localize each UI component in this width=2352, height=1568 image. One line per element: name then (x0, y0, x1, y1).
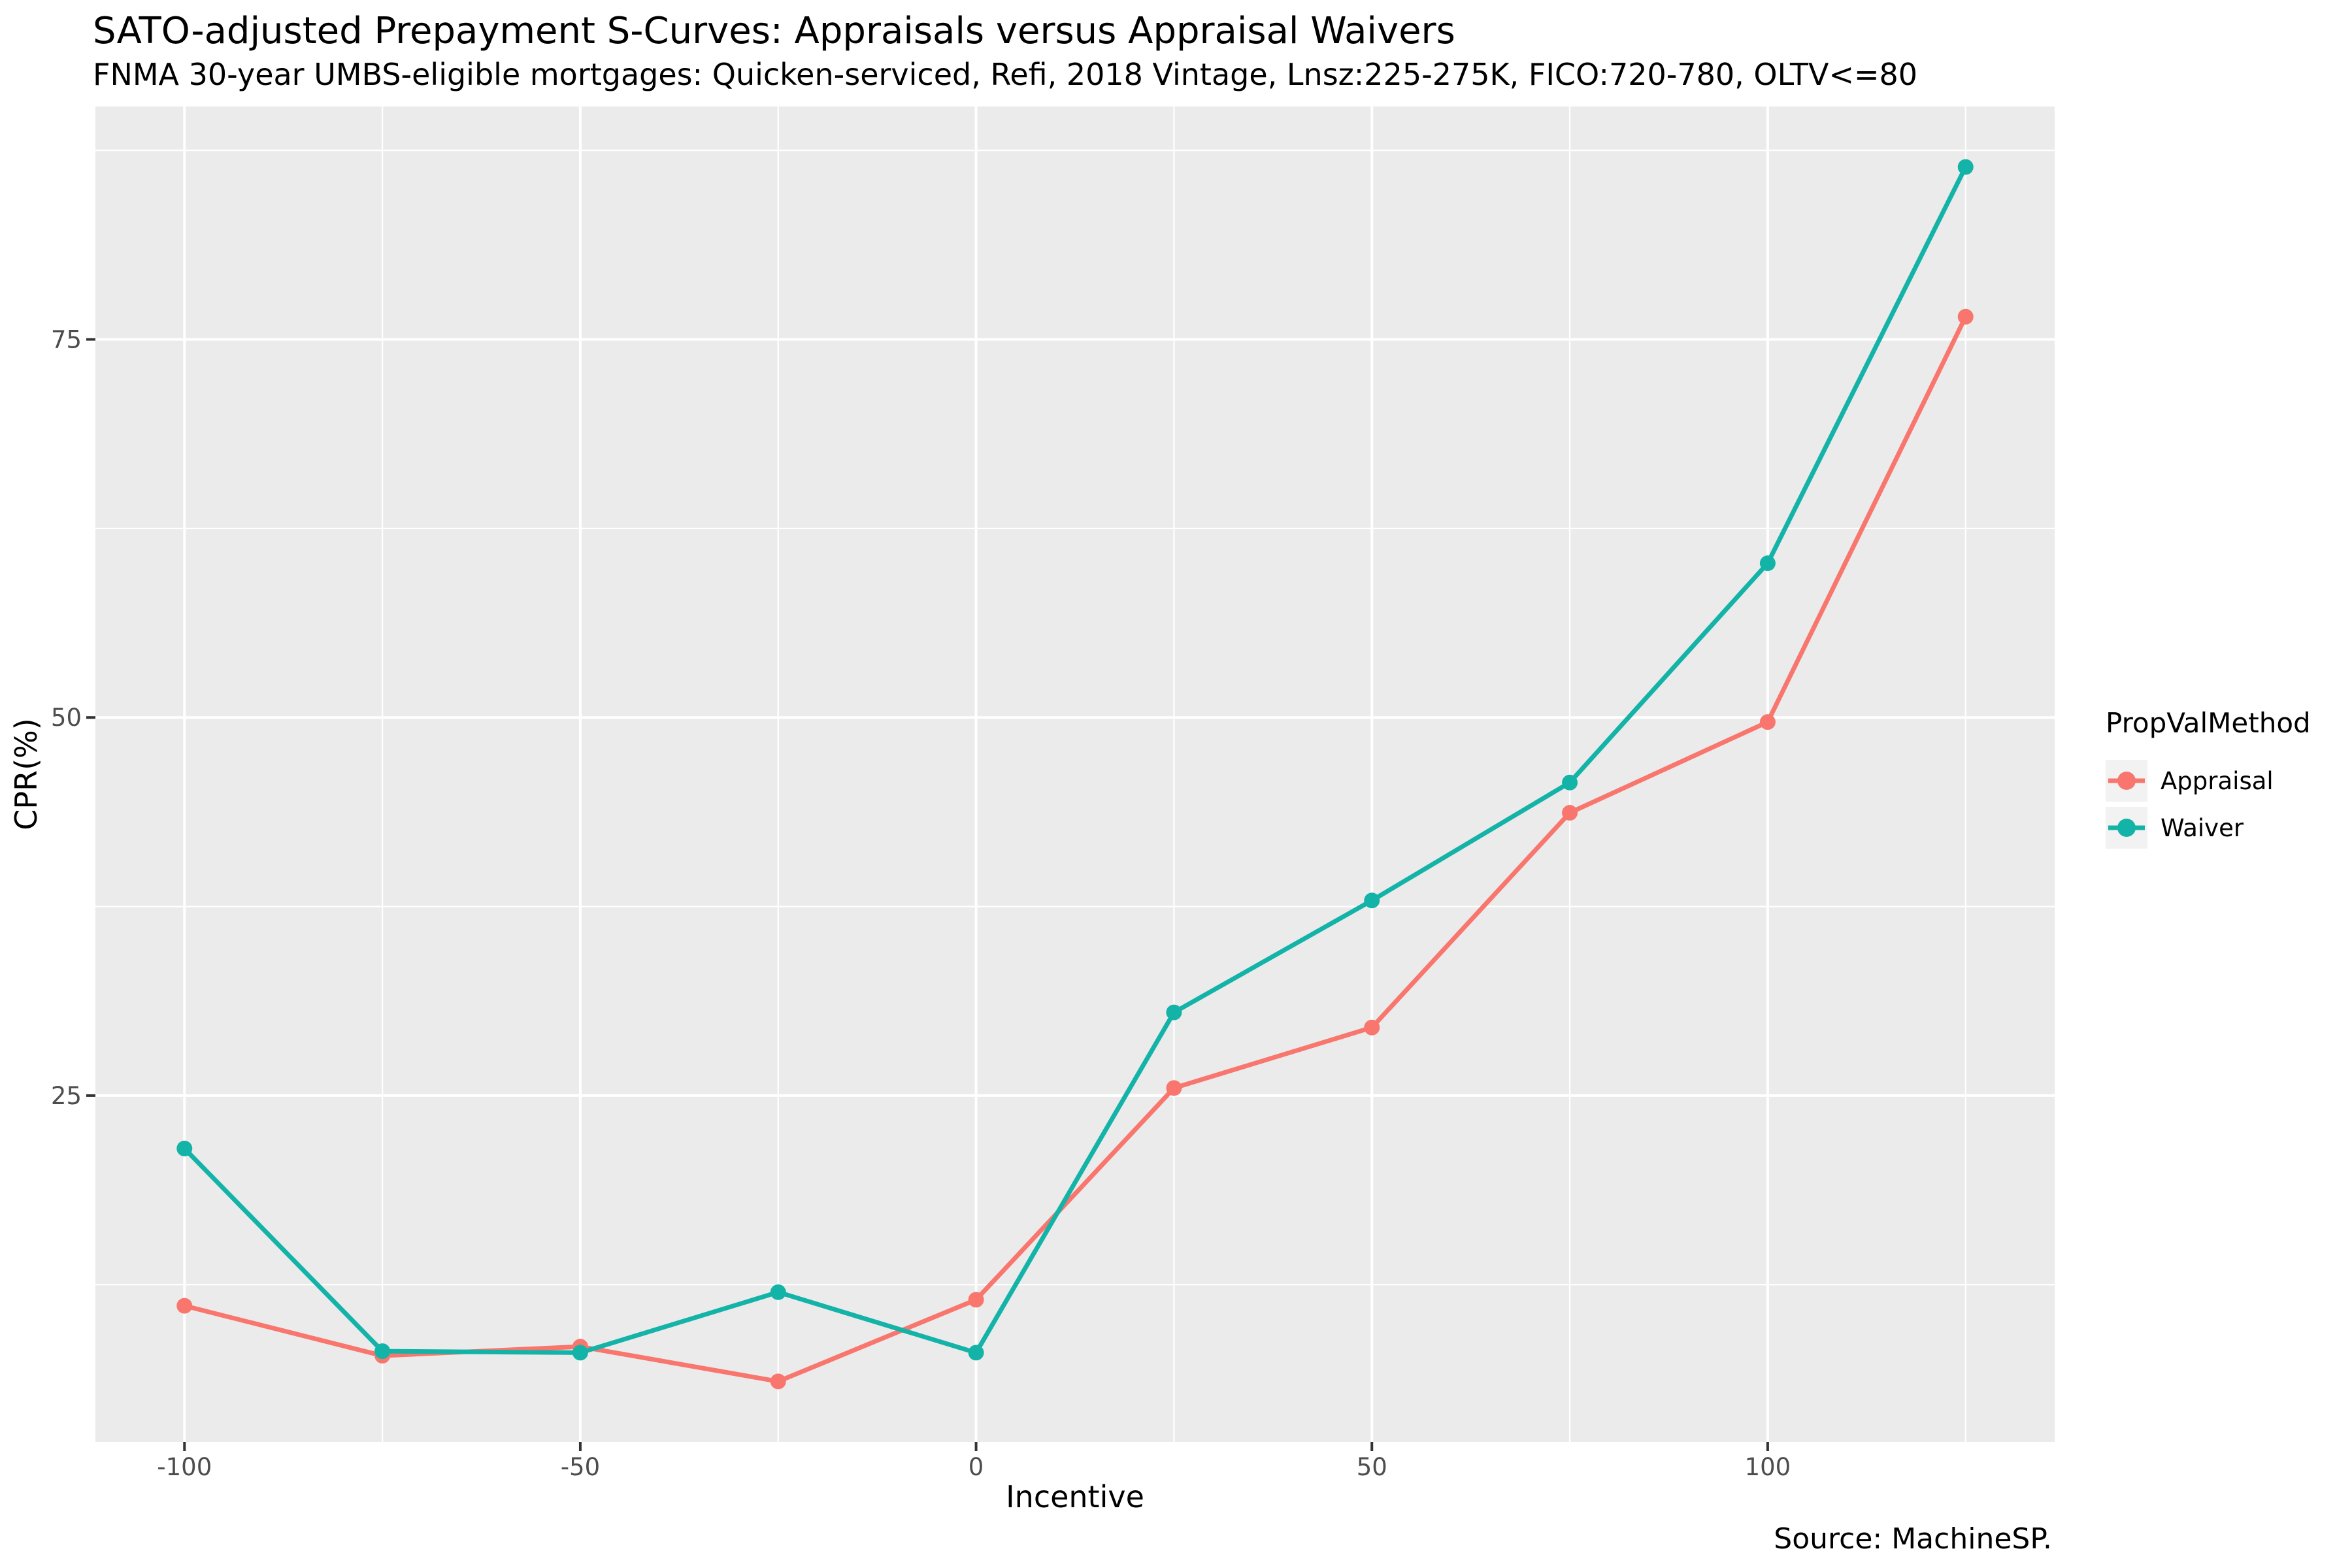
plot-subtitle: FNMA 30-year UMBS-eligible mortgages: Qu… (93, 57, 1918, 92)
source-caption: Source: MachineSP. (1774, 1522, 2052, 1556)
legend-item-waiver: Waiver (2106, 807, 2352, 849)
data-point-waiver (1562, 774, 1578, 791)
data-point-appraisal (176, 1298, 193, 1314)
data-point-appraisal (1364, 1019, 1380, 1036)
data-point-waiver (1364, 892, 1380, 909)
x-axis-tick-label: 50 (1357, 1453, 1387, 1481)
legend-label-appraisal: Appraisal (2161, 766, 2274, 795)
y-axis-title: CPR(%) (8, 718, 44, 830)
data-point-waiver (1759, 555, 1776, 572)
x-axis-tick-label: -50 (561, 1453, 600, 1481)
data-point-appraisal (1562, 805, 1578, 821)
data-point-waiver (770, 1284, 786, 1300)
y-axis-tick-label: 25 (51, 1082, 82, 1110)
x-axis-tick-label: 100 (1745, 1453, 1791, 1481)
x-axis-title: Incentive (1006, 1479, 1144, 1514)
y-axis-tick-label: 75 (51, 325, 82, 353)
legend-label-waiver: Waiver (2161, 813, 2244, 842)
data-point-waiver (176, 1140, 193, 1156)
data-point-appraisal (1759, 714, 1776, 730)
panel-background (95, 106, 2055, 1442)
data-point-waiver (1957, 159, 1974, 175)
data-point-waiver (374, 1343, 391, 1360)
data-point-appraisal (1166, 1080, 1182, 1096)
data-point-waiver (572, 1345, 588, 1361)
series-line-waiver (182, 166, 1968, 1356)
legend-item-appraisal: Appraisal (2106, 760, 2352, 802)
data-point-appraisal (1957, 308, 1974, 325)
x-axis-tick-label: 0 (969, 1453, 984, 1481)
legend-title: PropValMethod (2106, 707, 2311, 739)
plot-title: SATO-adjusted Prepayment S-Curves: Appra… (93, 10, 1455, 52)
y-axis-tick-label: 50 (51, 704, 82, 732)
series-waiver (176, 159, 1974, 1361)
legend: PropValMethod Appraisal Waiver (2106, 707, 2352, 854)
legend-key-appraisal-icon (2106, 760, 2147, 802)
data-point-appraisal (770, 1373, 786, 1390)
data-point-waiver (968, 1345, 984, 1361)
data-point-waiver (1166, 1004, 1182, 1021)
x-axis-tick-label: -100 (157, 1453, 212, 1481)
legend-key-waiver-icon (2106, 807, 2147, 849)
data-point-appraisal (968, 1292, 984, 1308)
